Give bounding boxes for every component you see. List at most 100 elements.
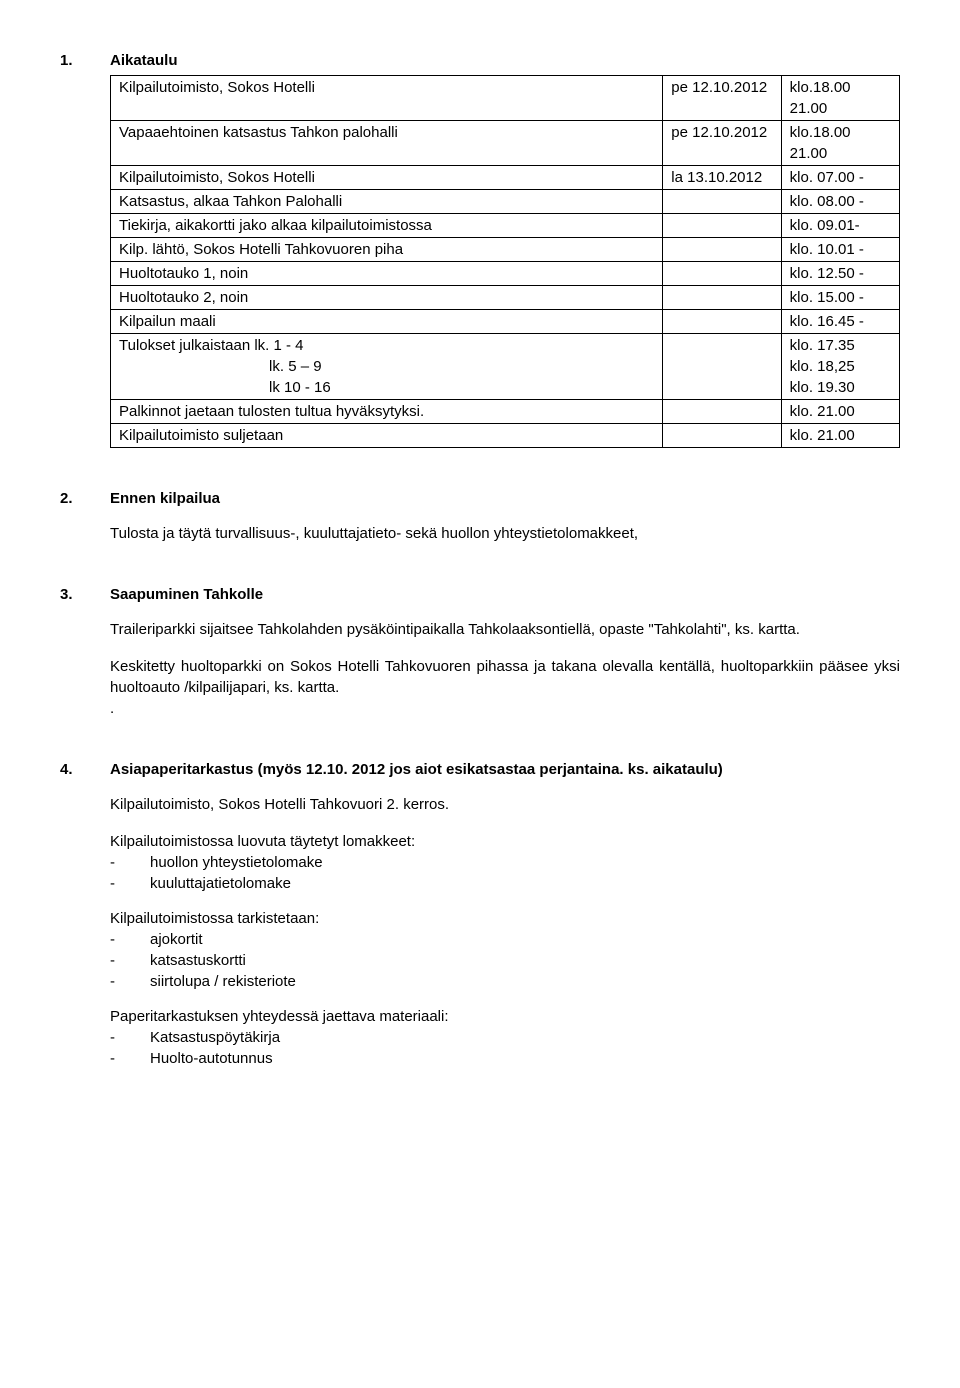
table-cell: pe 12.10.2012: [663, 121, 781, 166]
section-2-header: 2. Ennen kilpailua: [60, 488, 900, 509]
dash-icon: -: [110, 950, 150, 971]
dash-icon: -: [110, 929, 150, 950]
section-4-title: Asiapaperitarkastus (myös 12.10. 2012 jo…: [110, 759, 900, 780]
table-cell: Tiekirja, aikakortti jako alkaa kilpailu…: [111, 214, 663, 238]
section-3-p1: Traileriparkki sijaitsee Tahkolahden pys…: [110, 619, 900, 640]
table-cell: klo. 12.50 -: [781, 262, 899, 286]
section-4-list3-head: Paperitarkastuksen yhteydessä jaettava m…: [110, 1006, 900, 1027]
table-cell: klo. 21.00: [781, 424, 899, 448]
section-3-p2: Keskitetty huoltoparkki on Sokos Hotelli…: [110, 656, 900, 698]
dash-icon: -: [110, 1048, 150, 1069]
list-item: -Katsastuspöytäkirja: [110, 1027, 900, 1048]
section-4-header: 4. Asiapaperitarkastus (myös 12.10. 2012…: [60, 759, 900, 780]
table-cell: [663, 424, 781, 448]
list-item: -ajokortit: [110, 929, 900, 950]
table-cell: [663, 334, 781, 400]
table-cell: klo. 09.01-: [781, 214, 899, 238]
table-cell: [663, 262, 781, 286]
list-item-text: katsastuskortti: [150, 950, 900, 971]
list-item-text: huollon yhteystietolomake: [150, 852, 900, 873]
table-row: Huoltotauko 1, noin klo. 12.50 -: [111, 262, 900, 286]
section-1-content: Kilpailutoimisto, Sokos Hotellipe 12.10.…: [110, 75, 900, 448]
table-cell: Huoltotauko 2, noin: [111, 286, 663, 310]
section-1-header: 1. Aikataulu: [60, 50, 900, 71]
list-item-text: Huolto-autotunnus: [150, 1048, 900, 1069]
table-row: Huoltotauko 2, noin klo. 15.00 -: [111, 286, 900, 310]
table-row: Tulokset julkaistaan lk. 1 - 4 lk. 5 – 9…: [111, 334, 900, 400]
table-row: Kilp. lähtö, Sokos Hotelli Tahkovuoren p…: [111, 238, 900, 262]
table-cell: Palkinnot jaetaan tulosten tultua hyväks…: [111, 400, 663, 424]
section-3-header: 3. Saapuminen Tahkolle: [60, 584, 900, 605]
table-cell: [663, 310, 781, 334]
section-1: 1. Aikataulu Kilpailutoimisto, Sokos Hot…: [60, 50, 900, 448]
table-cell: klo. 10.01 -: [781, 238, 899, 262]
table-cell: klo.18.00 21.00: [781, 76, 899, 121]
table-row: Kilpailutoimisto suljetaan klo. 21.00: [111, 424, 900, 448]
table-cell: Katsastus, alkaa Tahkon Palohalli: [111, 190, 663, 214]
section-4-p1: Kilpailutoimisto, Sokos Hotelli Tahkovuo…: [110, 794, 900, 815]
table-cell: Kilpailun maali: [111, 310, 663, 334]
table-row: Katsastus, alkaa Tahkon Palohalli klo. 08…: [111, 190, 900, 214]
list-item: -huollon yhteystietolomake: [110, 852, 900, 873]
section-4-content: Kilpailutoimisto, Sokos Hotelli Tahkovuo…: [110, 794, 900, 1069]
list-item-text: kuuluttajatietolomake: [150, 873, 900, 894]
table-cell: klo. 08.00 -: [781, 190, 899, 214]
section-4-list1: Kilpailutoimistossa luovuta täytetyt lom…: [110, 831, 900, 894]
table-row: Vapaaehtoinen katsastus Tahkon palohalli…: [111, 121, 900, 166]
dash-icon: -: [110, 852, 150, 873]
table-cell: [663, 286, 781, 310]
table-cell: klo.18.00 21.00: [781, 121, 899, 166]
table-cell: Huoltotauko 1, noin: [111, 262, 663, 286]
list-item: -katsastuskortti: [110, 950, 900, 971]
list-item: -Huolto-autotunnus: [110, 1048, 900, 1069]
table-cell: Kilpailutoimisto suljetaan: [111, 424, 663, 448]
section-3: 3. Saapuminen Tahkolle Traileriparkki si…: [60, 584, 900, 719]
table-row: Kilpailutoimisto, Sokos Hotellila 13.10.…: [111, 166, 900, 190]
table-cell: klo. 21.00: [781, 400, 899, 424]
table-cell: klo. 15.00 -: [781, 286, 899, 310]
section-4-list3: Paperitarkastuksen yhteydessä jaettava m…: [110, 1006, 900, 1069]
table-cell: klo. 17.35 klo. 18,25 klo. 19.30: [781, 334, 899, 400]
table-cell: Vapaaehtoinen katsastus Tahkon palohalli: [111, 121, 663, 166]
dash-icon: -: [110, 1027, 150, 1048]
table-cell: [663, 238, 781, 262]
table-cell: Kilp. lähtö, Sokos Hotelli Tahkovuoren p…: [111, 238, 663, 262]
section-3-title: Saapuminen Tahkolle: [110, 584, 900, 605]
section-4-list1-head: Kilpailutoimistossa luovuta täytetyt lom…: [110, 831, 900, 852]
list-item-text: Katsastuspöytäkirja: [150, 1027, 900, 1048]
table-row: Kilpailutoimisto, Sokos Hotellipe 12.10.…: [111, 76, 900, 121]
list-item: -kuuluttajatietolomake: [110, 873, 900, 894]
section-2: 2. Ennen kilpailua Tulosta ja täytä turv…: [60, 488, 900, 544]
table-cell: pe 12.10.2012: [663, 76, 781, 121]
table-cell: Kilpailutoimisto, Sokos Hotelli: [111, 166, 663, 190]
table-cell: Kilpailutoimisto, Sokos Hotelli: [111, 76, 663, 121]
section-4: 4. Asiapaperitarkastus (myös 12.10. 2012…: [60, 759, 900, 1069]
section-2-title: Ennen kilpailua: [110, 488, 900, 509]
section-3-number: 3.: [60, 584, 110, 605]
list-item-text: siirtolupa / rekisteriote: [150, 971, 900, 992]
section-2-body: Tulosta ja täytä turvallisuus-, kuulutta…: [110, 523, 900, 544]
list-item-text: ajokortit: [150, 929, 900, 950]
dash-icon: -: [110, 873, 150, 894]
table-row: Palkinnot jaetaan tulosten tultua hyväks…: [111, 400, 900, 424]
table-cell: [663, 400, 781, 424]
section-3-content: Traileriparkki sijaitsee Tahkolahden pys…: [110, 619, 900, 719]
table-row: Kilpailun maali klo. 16.45 -: [111, 310, 900, 334]
section-2-number: 2.: [60, 488, 110, 509]
section-4-number: 4.: [60, 759, 110, 780]
table-cell: [663, 190, 781, 214]
list-item: -siirtolupa / rekisteriote: [110, 971, 900, 992]
section-3-dot: .: [110, 698, 900, 719]
schedule-table: Kilpailutoimisto, Sokos Hotellipe 12.10.…: [110, 75, 900, 448]
table-cell: klo. 07.00 -: [781, 166, 899, 190]
section-1-title: Aikataulu: [110, 50, 900, 71]
section-2-content: Tulosta ja täytä turvallisuus-, kuulutta…: [110, 523, 900, 544]
section-4-list2-head: Kilpailutoimistossa tarkistetaan:: [110, 908, 900, 929]
section-1-number: 1.: [60, 50, 110, 71]
table-cell: klo. 16.45 -: [781, 310, 899, 334]
table-cell: [663, 214, 781, 238]
dash-icon: -: [110, 971, 150, 992]
table-row: Tiekirja, aikakortti jako alkaa kilpailu…: [111, 214, 900, 238]
table-cell: Tulokset julkaistaan lk. 1 - 4 lk. 5 – 9…: [111, 334, 663, 400]
section-4-list2: Kilpailutoimistossa tarkistetaan: -ajoko…: [110, 908, 900, 992]
